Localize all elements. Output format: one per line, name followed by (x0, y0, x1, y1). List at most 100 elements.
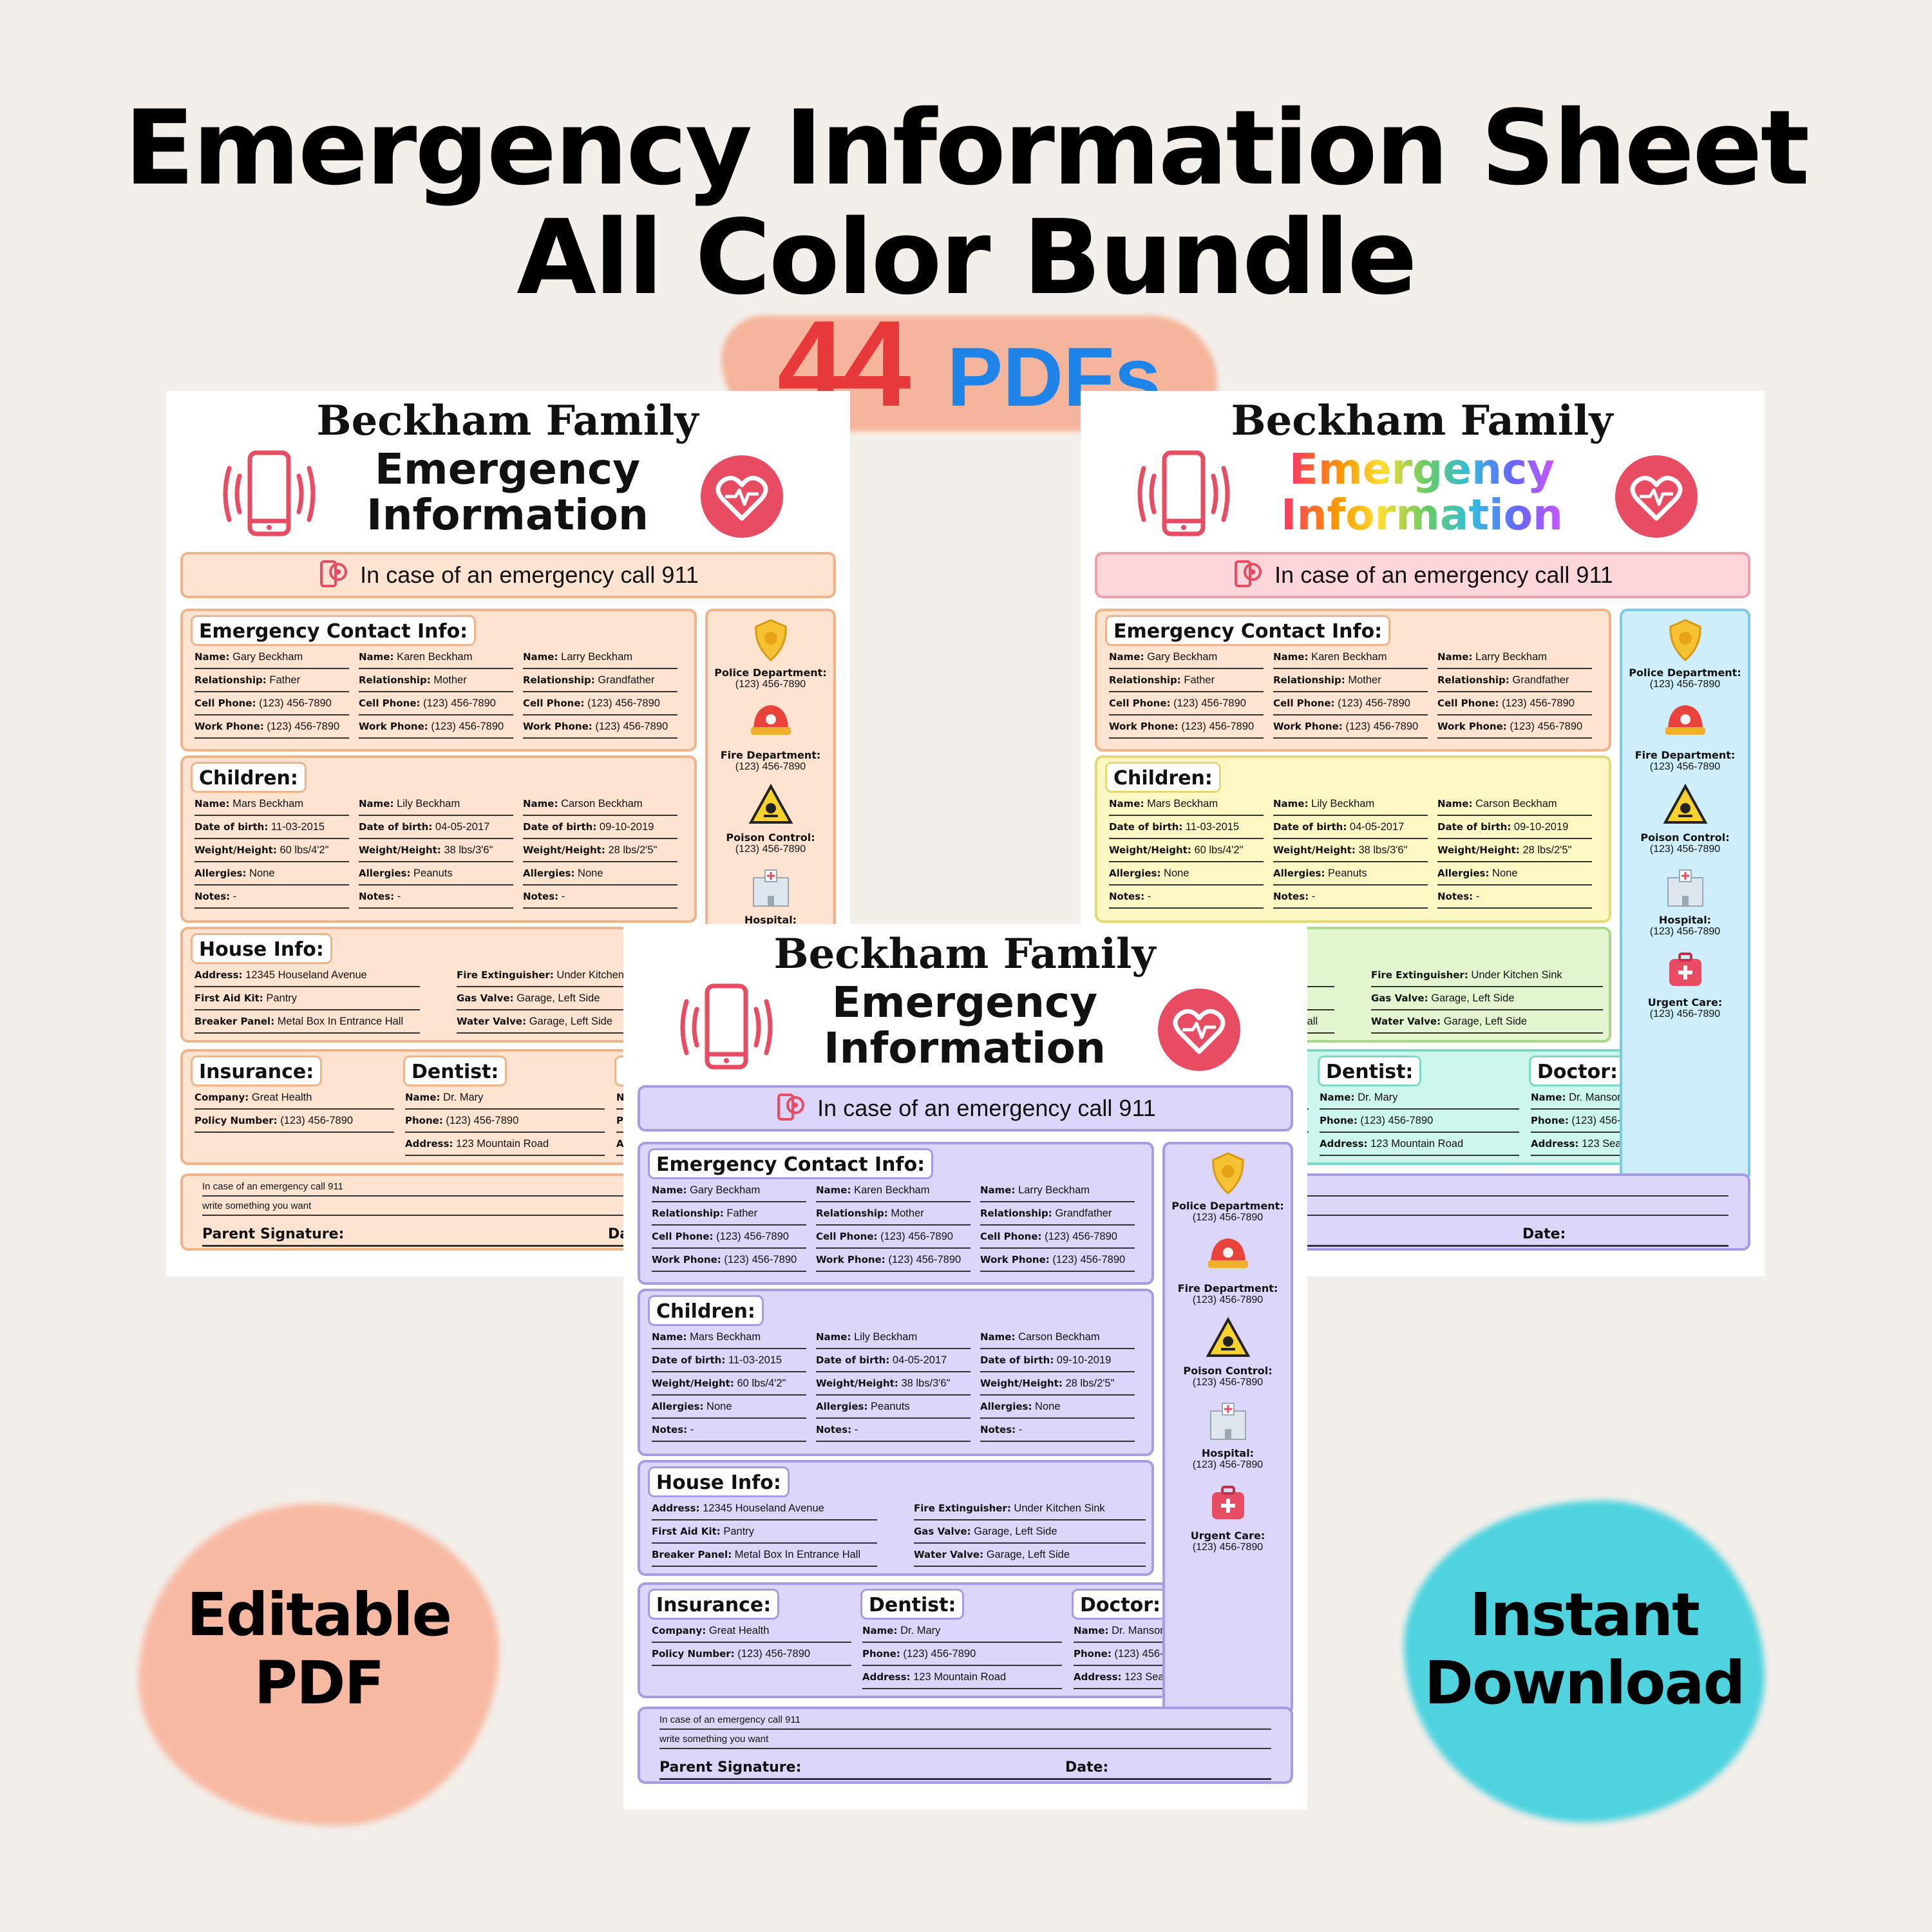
child-allergies-field[interactable]: Allergies: None (980, 1397, 1135, 1419)
contact-relationship-field[interactable]: Relationship: Mother (1273, 670, 1428, 692)
contact-cell-field[interactable]: Cell Phone: (123) 456-7890 (816, 1227, 971, 1249)
contact-work-field[interactable]: Work Phone: (123) 456-7890 (359, 717, 513, 739)
notes-line-1[interactable]: In case of an emergency call 911 (659, 1712, 1271, 1730)
house-fire_ext-field[interactable]: Fire Extinguisher: Under Kitchen Sink (1371, 965, 1603, 987)
dentist-address-field[interactable]: Address: 123 Mountain Road (405, 1134, 605, 1156)
contact-cell-field[interactable]: Cell Phone: (123) 456-7890 (194, 694, 349, 715)
child-name-field[interactable]: Name: Lily Beckham (1273, 794, 1428, 816)
child-dob-field[interactable]: Date of birth: 11-03-2015 (652, 1350, 806, 1372)
child-wh-field[interactable]: Weight/Height: 28 lbs/2'5" (1437, 840, 1592, 862)
insurance-policy-field[interactable]: Policy Number: (123) 456-7890 (194, 1111, 394, 1133)
child-wh-field[interactable]: Weight/Height: 60 lbs/4'2" (194, 840, 349, 862)
child-allergies-field[interactable]: Allergies: None (523, 864, 677, 886)
child-dob-field[interactable]: Date of birth: 11-03-2015 (1109, 817, 1264, 839)
house-address-field[interactable]: Address: 12345 Houseland Avenue (194, 965, 420, 987)
child-wh-field[interactable]: Weight/Height: 28 lbs/2'5" (980, 1374, 1135, 1396)
child-allergies-field[interactable]: Allergies: None (1437, 864, 1592, 886)
house-fire_ext-field[interactable]: Fire Extinguisher: Under Kitchen Sink (914, 1499, 1146, 1520)
child-notes-field[interactable]: Notes: - (652, 1420, 806, 1442)
contact-relationship-field[interactable]: Relationship: Father (194, 670, 349, 692)
dentist-name-field[interactable]: Name: Dr. Mary (405, 1088, 605, 1110)
contact-relationship-field[interactable]: Relationship: Grandfather (1437, 670, 1592, 692)
contact-cell-field[interactable]: Cell Phone: (123) 456-7890 (652, 1227, 806, 1249)
contact-name-field[interactable]: Name: Larry Beckham (980, 1180, 1135, 1202)
contact-relationship-field[interactable]: Relationship: Mother (359, 670, 513, 692)
contact-work-field[interactable]: Work Phone: (123) 456-7890 (1109, 717, 1264, 739)
child-notes-field[interactable]: Notes: - (980, 1420, 1135, 1442)
notes-line-2[interactable]: write something you want (659, 1731, 1271, 1749)
child-notes-field[interactable]: Notes: - (523, 887, 677, 909)
child-name-field[interactable]: Name: Mars Beckham (194, 794, 349, 816)
child-dob-field[interactable]: Date of birth: 11-03-2015 (194, 817, 349, 839)
contact-work-field[interactable]: Work Phone: (123) 456-7890 (980, 1250, 1135, 1272)
contact-work-field[interactable]: Work Phone: (123) 456-7890 (523, 717, 677, 739)
contact-cell-field[interactable]: Cell Phone: (123) 456-7890 (1109, 694, 1264, 715)
child-name-field[interactable]: Name: Mars Beckham (652, 1327, 806, 1349)
dentist-address-field[interactable]: Address: 123 Mountain Road (1320, 1134, 1519, 1156)
house-first_aid-field[interactable]: First Aid Kit: Pantry (652, 1522, 877, 1544)
child-name-field[interactable]: Name: Mars Beckham (1109, 794, 1264, 816)
child-wh-field[interactable]: Weight/Height: 60 lbs/4'2" (1109, 840, 1264, 862)
contact-name-field[interactable]: Name: Karen Beckham (1273, 647, 1428, 669)
child-notes-field[interactable]: Notes: - (1109, 887, 1264, 909)
child-wh-field[interactable]: Weight/Height: 38 lbs/3'6" (816, 1374, 971, 1396)
child-dob-field[interactable]: Date of birth: 04-05-2017 (816, 1350, 971, 1372)
insurance-policy-field[interactable]: Policy Number: (123) 456-7890 (652, 1644, 851, 1666)
child-dob-field[interactable]: Date of birth: 04-05-2017 (1273, 817, 1428, 839)
child-dob-field[interactable]: Date of birth: 04-05-2017 (359, 817, 513, 839)
child-wh-field[interactable]: Weight/Height: 38 lbs/3'6" (359, 840, 513, 862)
house-first_aid-field[interactable]: First Aid Kit: Pantry (194, 989, 420, 1010)
child-allergies-field[interactable]: Allergies: Peanuts (1273, 864, 1428, 886)
child-name-field[interactable]: Name: Carson Beckham (523, 794, 677, 816)
house-water-field[interactable]: Water Valve: Garage, Left Side (1371, 1012, 1603, 1034)
contact-work-field[interactable]: Work Phone: (123) 456-7890 (1273, 717, 1428, 739)
child-notes-field[interactable]: Notes: - (359, 887, 513, 909)
dentist-name-field[interactable]: Name: Dr. Mary (862, 1621, 1062, 1643)
house-breaker-field[interactable]: Breaker Panel: Metal Box In Entrance Hal… (194, 1012, 420, 1034)
child-notes-field[interactable]: Notes: - (1273, 887, 1428, 909)
contact-name-field[interactable]: Name: Gary Beckham (194, 647, 349, 669)
house-gas-field[interactable]: Gas Valve: Garage, Left Side (457, 989, 688, 1010)
dentist-address-field[interactable]: Address: 123 Mountain Road (862, 1667, 1062, 1689)
contact-relationship-field[interactable]: Relationship: Father (652, 1204, 806, 1226)
child-wh-field[interactable]: Weight/Height: 38 lbs/3'6" (1273, 840, 1428, 862)
dentist-name-field[interactable]: Name: Dr. Mary (1320, 1088, 1519, 1110)
contact-work-field[interactable]: Work Phone: (123) 456-7890 (816, 1250, 971, 1272)
child-dob-field[interactable]: Date of birth: 09-10-2019 (1437, 817, 1592, 839)
contact-relationship-field[interactable]: Relationship: Grandfather (980, 1204, 1135, 1226)
child-allergies-field[interactable]: Allergies: Peanuts (816, 1397, 971, 1419)
contact-cell-field[interactable]: Cell Phone: (123) 456-7890 (980, 1227, 1135, 1249)
child-name-field[interactable]: Name: Lily Beckham (359, 794, 513, 816)
child-wh-field[interactable]: Weight/Height: 28 lbs/2'5" (523, 840, 677, 862)
house-gas-field[interactable]: Gas Valve: Garage, Left Side (914, 1522, 1146, 1544)
contact-name-field[interactable]: Name: Karen Beckham (816, 1180, 971, 1202)
notes-line-1[interactable]: In case of an emergency call 911 (202, 1179, 814, 1197)
contact-relationship-field[interactable]: Relationship: Father (1109, 670, 1264, 692)
child-name-field[interactable]: Name: Carson Beckham (980, 1327, 1135, 1349)
contact-work-field[interactable]: Work Phone: (123) 456-7890 (652, 1250, 806, 1272)
house-breaker-field[interactable]: Breaker Panel: Metal Box In Entrance Hal… (652, 1545, 877, 1567)
house-water-field[interactable]: Water Valve: Garage, Left Side (914, 1545, 1146, 1567)
insurance-company-field[interactable]: Company: Great Health (652, 1621, 851, 1643)
contact-name-field[interactable]: Name: Gary Beckham (652, 1180, 806, 1202)
contact-cell-field[interactable]: Cell Phone: (123) 456-7890 (523, 694, 677, 715)
child-allergies-field[interactable]: Allergies: None (194, 864, 349, 886)
child-notes-field[interactable]: Notes: - (1437, 887, 1592, 909)
child-dob-field[interactable]: Date of birth: 09-10-2019 (523, 817, 677, 839)
child-allergies-field[interactable]: Allergies: Peanuts (359, 864, 513, 886)
child-dob-field[interactable]: Date of birth: 09-10-2019 (980, 1350, 1135, 1372)
insurance-company-field[interactable]: Company: Great Health (194, 1088, 394, 1110)
contact-name-field[interactable]: Name: Larry Beckham (1437, 647, 1592, 669)
dentist-phone-field[interactable]: Phone: (123) 456-7890 (862, 1644, 1062, 1666)
contact-name-field[interactable]: Name: Larry Beckham (523, 647, 677, 669)
child-allergies-field[interactable]: Allergies: None (652, 1397, 806, 1419)
child-notes-field[interactable]: Notes: - (194, 887, 349, 909)
contact-work-field[interactable]: Work Phone: (123) 456-7890 (194, 717, 349, 739)
parent-signature-field[interactable]: Parent Signature: Date: (659, 1759, 1271, 1780)
contact-name-field[interactable]: Name: Karen Beckham (359, 647, 513, 669)
contact-relationship-field[interactable]: Relationship: Mother (816, 1204, 971, 1226)
dentist-phone-field[interactable]: Phone: (123) 456-7890 (1320, 1111, 1519, 1133)
notes-line-2[interactable]: write something you want (202, 1198, 814, 1216)
house-address-field[interactable]: Address: 12345 Houseland Avenue (652, 1499, 877, 1520)
contact-relationship-field[interactable]: Relationship: Grandfather (523, 670, 677, 692)
